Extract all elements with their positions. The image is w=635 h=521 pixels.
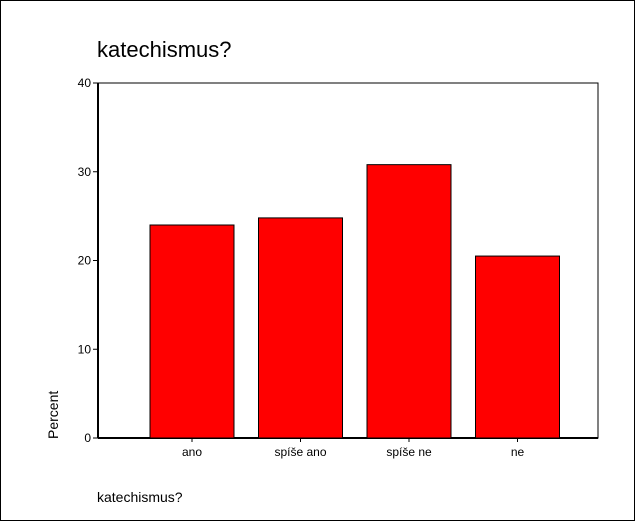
bar-2 <box>366 164 452 439</box>
y-tick-label: 10 <box>78 342 92 356</box>
bar-0 <box>149 224 235 439</box>
chart-title: katechismus? <box>97 37 232 62</box>
y-axis-label: Percent <box>45 391 61 439</box>
x-tick-label: spíše ne <box>386 445 432 459</box>
bar-3 <box>475 255 560 439</box>
y-tick-label: 30 <box>78 165 92 179</box>
y-tick-label: 40 <box>78 76 92 90</box>
x-axis-label: katechismus? <box>97 489 183 505</box>
x-tick-label: ano <box>182 445 202 459</box>
x-tick-label: ne <box>511 445 525 459</box>
y-tick-label: 0 <box>84 431 91 445</box>
bar-1 <box>258 217 343 439</box>
x-tick-label: spíše ano <box>274 445 326 459</box>
y-tick-label: 20 <box>78 254 92 268</box>
